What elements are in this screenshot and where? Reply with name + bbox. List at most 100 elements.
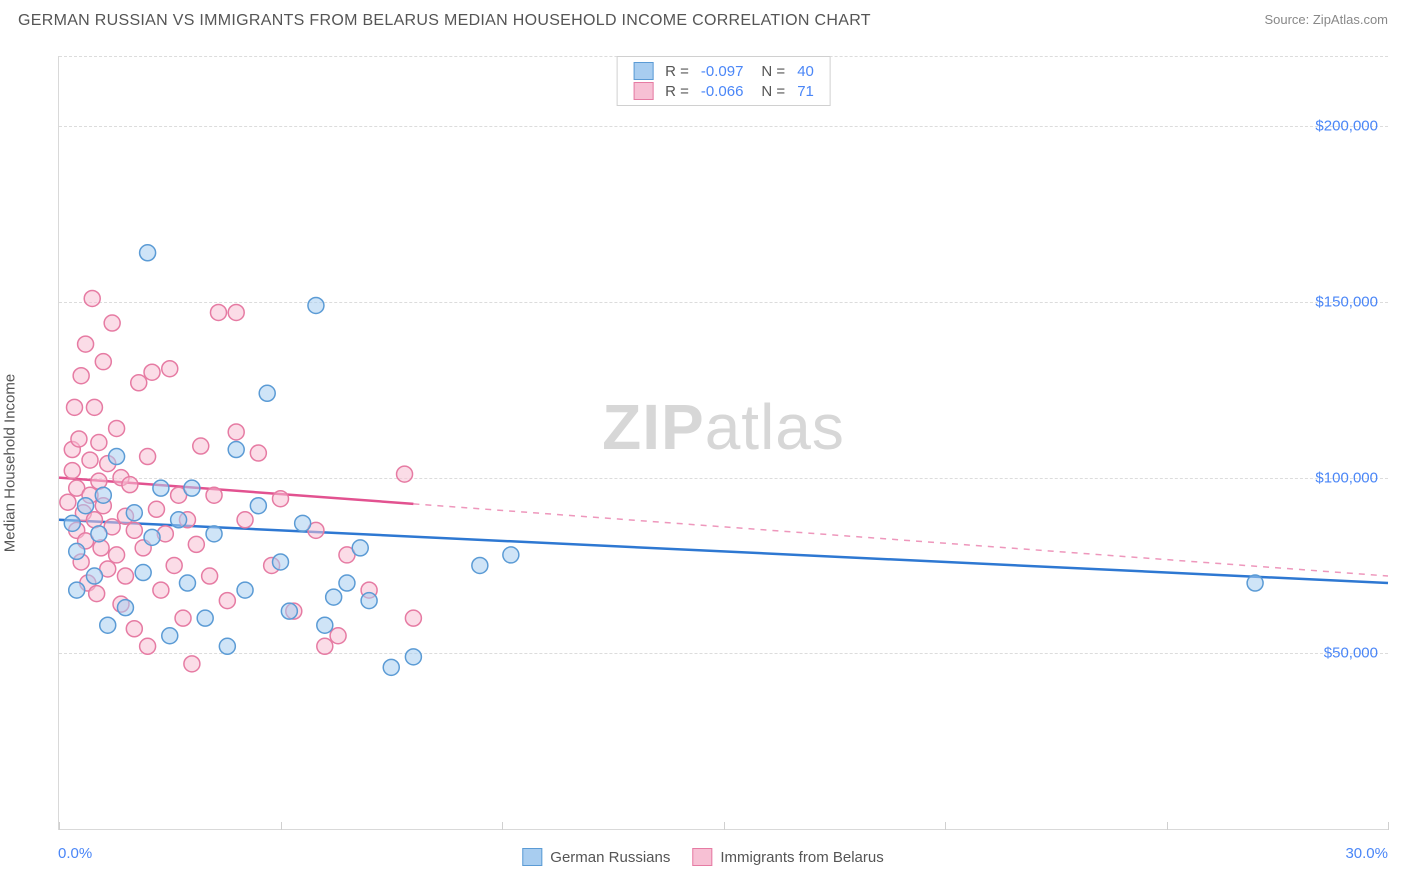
swatch-icon xyxy=(522,848,542,866)
data-point xyxy=(140,245,156,261)
swatch-series-0 xyxy=(633,62,653,80)
data-point xyxy=(109,449,125,465)
data-point xyxy=(166,557,182,573)
data-point xyxy=(82,452,98,468)
legend-row-series-0: R = -0.097 N = 40 xyxy=(627,61,820,81)
data-point xyxy=(135,565,151,581)
data-point xyxy=(69,543,85,559)
data-point xyxy=(219,638,235,654)
data-point xyxy=(64,515,80,531)
data-point xyxy=(210,304,226,320)
data-point xyxy=(71,431,87,447)
data-point xyxy=(330,628,346,644)
data-point xyxy=(503,547,519,563)
data-point xyxy=(86,399,102,415)
data-point xyxy=(184,480,200,496)
data-point xyxy=(126,505,142,521)
legend-row-series-1: R = -0.066 N = 71 xyxy=(627,81,820,101)
data-point xyxy=(273,491,289,507)
data-point xyxy=(352,540,368,556)
data-point xyxy=(193,438,209,454)
data-point xyxy=(91,435,107,451)
data-point xyxy=(202,568,218,584)
legend-item-1: Immigrants from Belarus xyxy=(692,848,883,866)
data-point xyxy=(73,368,89,384)
data-point xyxy=(117,600,133,616)
swatch-series-1 xyxy=(633,82,653,100)
data-point xyxy=(273,554,289,570)
data-point xyxy=(188,536,204,552)
data-point xyxy=(361,593,377,609)
data-point xyxy=(100,617,116,633)
n-label: N = xyxy=(749,81,791,101)
data-point xyxy=(60,494,76,510)
data-point xyxy=(78,336,94,352)
data-point xyxy=(162,628,178,644)
data-point xyxy=(237,512,253,528)
data-point xyxy=(144,529,160,545)
data-point xyxy=(228,304,244,320)
data-point xyxy=(69,582,85,598)
data-point xyxy=(472,557,488,573)
n-value-1: 71 xyxy=(791,81,820,101)
data-point xyxy=(91,526,107,542)
data-point xyxy=(184,656,200,672)
chart-header: GERMAN RUSSIAN VS IMMIGRANTS FROM BELARU… xyxy=(0,0,1406,48)
x-axis-max-label: 30.0% xyxy=(1345,845,1388,862)
data-point xyxy=(250,498,266,514)
data-point xyxy=(308,297,324,313)
data-point xyxy=(326,589,342,605)
data-point xyxy=(317,617,333,633)
data-point xyxy=(126,621,142,637)
data-point xyxy=(259,385,275,401)
data-point xyxy=(104,315,120,331)
legend-label-0: German Russians xyxy=(550,849,670,866)
n-label: N = xyxy=(749,61,791,81)
correlation-legend: R = -0.097 N = 40 R = -0.066 N = 71 xyxy=(616,56,831,106)
data-point xyxy=(89,586,105,602)
data-point xyxy=(122,477,138,493)
data-point xyxy=(131,375,147,391)
data-point xyxy=(109,547,125,563)
data-point xyxy=(140,638,156,654)
data-point xyxy=(197,610,213,626)
swatch-icon xyxy=(692,848,712,866)
data-point xyxy=(78,498,94,514)
data-point xyxy=(383,659,399,675)
data-point xyxy=(171,512,187,528)
plot-area-wrap: Median Household Income ZIPatlas R = -0.… xyxy=(18,56,1388,870)
data-point xyxy=(148,501,164,517)
data-point xyxy=(206,526,222,542)
data-point xyxy=(126,522,142,538)
legend-label-1: Immigrants from Belarus xyxy=(720,849,883,866)
data-point xyxy=(219,593,235,609)
data-point xyxy=(206,487,222,503)
y-axis-label: Median Household Income xyxy=(2,374,19,552)
data-point xyxy=(67,399,83,415)
r-label: R = xyxy=(659,81,695,101)
data-point xyxy=(109,420,125,436)
data-point xyxy=(140,449,156,465)
data-point xyxy=(339,575,355,591)
data-point xyxy=(250,445,266,461)
data-point xyxy=(95,487,111,503)
data-point xyxy=(117,568,133,584)
data-point xyxy=(317,638,333,654)
data-point xyxy=(281,603,297,619)
data-point xyxy=(144,364,160,380)
source-label: Source: ZipAtlas.com xyxy=(1264,12,1388,27)
data-point xyxy=(175,610,191,626)
data-point xyxy=(405,649,421,665)
x-axis-min-label: 0.0% xyxy=(58,845,92,862)
data-point xyxy=(228,424,244,440)
legend-item-0: German Russians xyxy=(522,848,670,866)
data-point xyxy=(228,442,244,458)
data-point xyxy=(295,515,311,531)
data-point xyxy=(84,290,100,306)
series-legend: German Russians Immigrants from Belarus xyxy=(522,848,883,866)
data-point xyxy=(179,575,195,591)
data-point xyxy=(153,582,169,598)
r-label: R = xyxy=(659,61,695,81)
data-point xyxy=(86,568,102,584)
data-point xyxy=(153,480,169,496)
